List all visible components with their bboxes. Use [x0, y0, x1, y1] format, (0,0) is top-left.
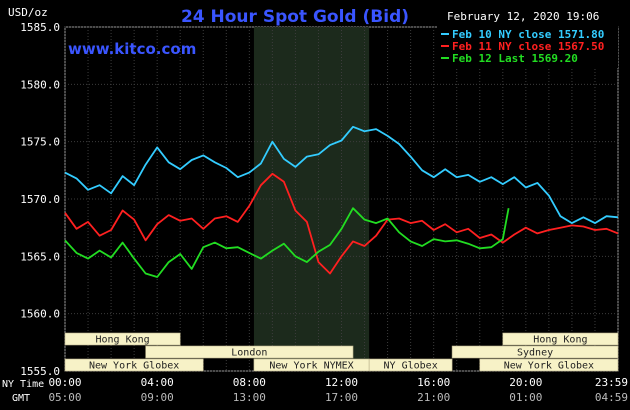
- y-tick-label: 1585.0: [20, 21, 60, 34]
- y-tick-label: 1580.0: [20, 78, 60, 91]
- series-lines: [64, 125, 619, 278]
- session-bar: [502, 332, 619, 346]
- x-tick-label-ny: 04:00: [141, 376, 174, 389]
- legend-box: [437, 26, 618, 68]
- website-watermark: www.kitco.com: [68, 40, 196, 58]
- session-bar: [451, 345, 619, 359]
- session-label: New York Globex: [504, 361, 594, 372]
- x-tick-label-ny: 20:00: [509, 376, 542, 389]
- session-label: New York NYMEX: [269, 361, 353, 372]
- session-bar: [64, 358, 204, 372]
- y-tick-label: 1565.0: [20, 250, 60, 263]
- y-tick-label: 1575.0: [20, 136, 60, 149]
- x-tick-label-gmt: 17:00: [325, 391, 358, 404]
- x-axis-ticks: 00:00 05:00 04:00 09:00 08:00 13:00 12:00 17:00…: [48, 376, 628, 404]
- chart-title: 24 Hour Spot Gold (Bid): [181, 7, 409, 27]
- x-tick-label-ny: 12:00: [325, 376, 358, 389]
- legend-entry: Feb 10 NY close 1571.80: [452, 28, 604, 41]
- session-label: London: [231, 348, 267, 359]
- y-axis-ticks: 1585.0 1580.0 1575.0 1570.0 1565.0 1560.0 1555…: [20, 21, 60, 378]
- x-tick-label-gmt: 21:00: [417, 391, 450, 404]
- x-tick-label-gmt: 01:00: [509, 391, 542, 404]
- legend-entry: Feb 12 Last 1569.20: [452, 52, 578, 65]
- datetime-label: February 12, 2020 19:06: [447, 10, 599, 23]
- series-line: [64, 125, 619, 225]
- session-bar: [368, 358, 453, 372]
- market-sessions: Hong Kong London New York Globex New York N…: [64, 332, 619, 372]
- x-tick-label-gmt: 04:59: [595, 391, 628, 404]
- session-label: Hong Kong: [533, 335, 587, 346]
- y-unit-label: USD/oz: [8, 6, 48, 19]
- x-tick-label-gmt: 09:00: [141, 391, 174, 404]
- session-label: Sydney: [517, 348, 553, 359]
- y-tick-label: 1560.0: [20, 308, 60, 321]
- x-tick-label-gmt: 13:00: [233, 391, 266, 404]
- x-tick-label-gmt: 05:00: [48, 391, 81, 404]
- session-bar: [64, 332, 181, 346]
- x-tick-label-ny: 23:59: [595, 376, 628, 389]
- session-bar: [145, 345, 354, 359]
- x-tick-label-ny: 00:00: [48, 376, 81, 389]
- x-axis-label-ny: NY Time: [2, 379, 44, 390]
- legend-entry: Feb 11 NY close 1567.50: [452, 40, 604, 53]
- session-bar: [479, 358, 619, 372]
- series-line: [64, 207, 510, 278]
- y-tick-label: 1555.0: [20, 365, 60, 378]
- session-label: New York Globex: [89, 361, 179, 372]
- session-label: Hong Kong: [96, 335, 150, 346]
- x-tick-label-ny: 16:00: [417, 376, 450, 389]
- series-line: [64, 172, 619, 275]
- y-tick-label: 1570.0: [20, 193, 60, 206]
- x-tick-label-ny: 08:00: [233, 376, 266, 389]
- session-label: NY Globex: [384, 361, 438, 372]
- x-axis-label-gmt: GMT: [12, 393, 30, 404]
